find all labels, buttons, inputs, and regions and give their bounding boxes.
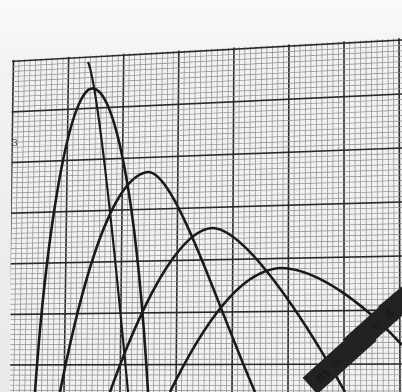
grid-minor-horizontal [10,304,402,310]
grid-minor-horizontal [10,315,402,320]
grid-minor-vertical [242,38,246,392]
grid-major-horizontal [10,309,402,316]
curve-group [33,61,402,392]
curve-peak-1 [33,87,150,392]
grid-minor-horizontal [10,180,402,194]
grid-minor-horizontal [10,298,402,305]
grid-minor-horizontal [10,142,402,159]
grid-minor-horizontal [10,266,402,275]
grid-minor-horizontal [10,261,402,270]
grid-minor-vertical [125,38,130,392]
grid-minor-vertical [181,38,185,392]
grid-minor-horizontal [10,342,402,346]
grid-minor-horizontal [10,282,402,290]
grid-minor-horizontal [10,45,402,68]
grid-minor-horizontal [10,250,402,260]
grid-minor-vertical [130,38,136,392]
grid-minor-vertical [293,38,295,392]
grid-minor-vertical [237,38,240,392]
grid-minor-horizontal [10,288,402,295]
grid-minor-horizontal [10,320,402,325]
grid-minor-vertical [220,38,224,392]
grid-minor-vertical [186,38,191,392]
grid-minor-horizontal [10,244,402,255]
grid-minor-horizontal [10,234,402,245]
grid-minor-vertical [315,38,317,392]
curve-peak-2 [58,170,257,392]
grid-major-vertical [287,38,290,392]
grid-minor-horizontal [10,325,402,330]
grid-major-vertical [398,38,401,392]
grid-minor-horizontal [10,336,402,341]
grid-minor-horizontal [10,185,402,199]
grid-minor-horizontal [10,331,402,336]
grid-minor-horizontal [10,50,402,73]
grid-major-horizontal [10,147,402,164]
grid-minor-horizontal [10,293,402,300]
grid-major-vertical [231,38,235,392]
grid-minor-horizontal [10,104,402,123]
grid-minor-horizontal [10,190,402,204]
grid-minor-vertical [158,38,163,392]
grid-minor-vertical [18,38,26,392]
grid-minor-horizontal [10,389,402,392]
grid-major-horizontal [10,93,402,114]
curve-peak-3 [108,226,347,392]
grid-minor-vertical [170,38,174,392]
grid-minor-horizontal [10,153,402,169]
grid-minor-horizontal [10,228,402,240]
grid-major-horizontal [10,39,402,63]
grid-major-vertical [119,38,125,392]
grid-minor-horizontal [10,169,402,184]
grid-minor-vertical [214,38,218,392]
grid-minor-horizontal [10,88,402,108]
grid-major-vertical [175,38,180,392]
grid-minor-horizontal [10,217,402,229]
grid-minor-horizontal [10,196,402,209]
grid-minor-vertical [209,38,213,392]
grid-minor-horizontal [10,109,402,128]
grid-minor-horizontal [10,115,402,134]
grid-minor-horizontal [10,158,402,174]
grid-minor-horizontal [10,347,402,351]
grid-minor-vertical [153,38,158,392]
grid-minor-horizontal [10,207,402,219]
grid-minor-horizontal [10,99,402,118]
curve-peak-4 [168,266,402,392]
grid-minor-vertical [192,38,196,392]
grid-minor-vertical [24,38,31,392]
grid-minor-horizontal [10,82,402,103]
grid-minor-horizontal [10,66,402,88]
grid-minor-horizontal [10,223,402,235]
grid-major-horizontal [10,201,402,215]
grid-minor-horizontal [10,212,402,224]
grid-minor-vertical [13,38,20,392]
grid-minor-horizontal [10,174,402,189]
curve-steep-1 [86,61,130,392]
grid-minor-vertical [226,38,229,392]
grid-minor-vertical [304,38,306,392]
graph-paper-sheet [10,38,402,392]
grid-minor-vertical [298,38,301,392]
axis-tick-label: 3 [12,139,18,149]
grid-minor-horizontal [10,277,402,285]
grid-minor-horizontal [10,239,402,250]
grid-minor-horizontal [10,77,402,98]
grid-minor-horizontal [10,136,402,154]
grid-minor-horizontal [10,72,402,93]
grid-minor-vertical [46,38,53,392]
grid-minor-vertical [164,38,169,392]
grid-minor-horizontal [10,61,402,83]
grid-minor-horizontal [10,271,402,280]
grid-minor-vertical [198,38,202,392]
grid-minor-horizontal [10,120,402,139]
grid-minor-horizontal [10,163,402,179]
grid-minor-horizontal [10,55,402,78]
grid-minor-vertical [114,38,119,392]
